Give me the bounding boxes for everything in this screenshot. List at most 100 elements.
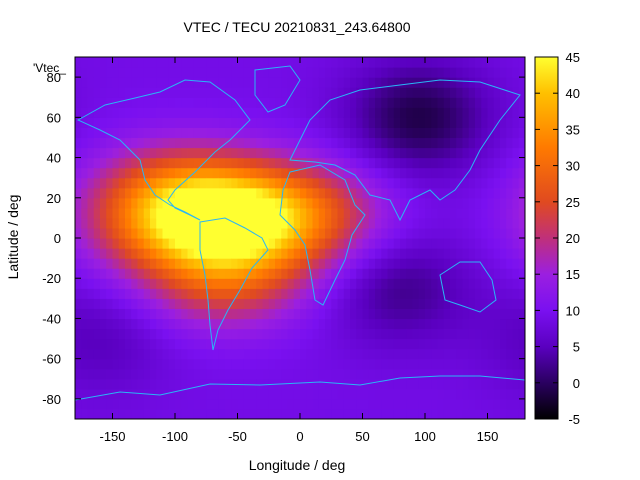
heatmap-cell: [512, 127, 520, 139]
heatmap-cell: [137, 167, 145, 179]
heatmap-cell: [325, 57, 332, 68]
heatmap-cell: [131, 248, 139, 259]
heatmap-cell: [250, 77, 257, 88]
heatmap-cell: [137, 217, 145, 229]
heatmap-cell: [93, 328, 101, 340]
heatmap-cell: [281, 318, 289, 330]
heatmap-cell: [343, 318, 351, 330]
heatmap-cell: [393, 338, 401, 350]
heatmap-cell: [118, 268, 126, 279]
heatmap-cell: [506, 338, 514, 350]
heatmap-cell: [81, 107, 89, 118]
heatmap-cell: [412, 348, 420, 360]
heatmap-cell: [175, 77, 182, 88]
heatmap-cell: [212, 77, 220, 88]
heatmap-cell: [193, 398, 201, 410]
heatmap-cell: [462, 358, 470, 370]
heatmap-cell: [500, 308, 507, 320]
coastline-north-america: [76, 79, 251, 221]
heatmap-cell: [450, 167, 457, 179]
heatmap-cell: [362, 127, 370, 139]
colorbar-tick-label: 45: [566, 50, 580, 65]
heatmap-cell: [512, 328, 520, 340]
heatmap-cell: [168, 127, 176, 139]
heatmap-cell: [150, 167, 157, 179]
heatmap-cell: [175, 107, 182, 118]
heatmap-cell: [412, 217, 420, 229]
heatmap-cell: [456, 137, 464, 149]
heatmap-cell: [375, 248, 382, 259]
heatmap-cell: [275, 358, 282, 370]
heatmap-cell: [425, 77, 432, 88]
heatmap-cell: [493, 288, 501, 299]
heatmap-cell: [250, 238, 257, 249]
heatmap-cell: [306, 338, 314, 350]
heatmap-cell: [431, 378, 439, 390]
heatmap-cell: [225, 358, 232, 370]
heatmap-cell: [331, 368, 339, 380]
heatmap-cell: [187, 227, 195, 239]
heatmap-cell: [312, 278, 320, 289]
heatmap-cell: [456, 328, 464, 340]
heatmap-cell: [512, 338, 520, 350]
heatmap-cell: [237, 258, 245, 269]
heatmap-cell: [237, 57, 245, 68]
heatmap-cell: [187, 97, 195, 108]
heatmap-cell: [312, 97, 320, 108]
coastline-africa: [279, 164, 366, 306]
heatmap-cell: [518, 87, 525, 98]
heatmap-cell: [443, 177, 451, 189]
heatmap-cell: [87, 147, 95, 159]
heatmap-cell: [162, 238, 170, 249]
heatmap-cell: [412, 318, 420, 330]
heatmap-cell: [168, 238, 176, 249]
heatmap-cell: [506, 217, 514, 229]
heatmap-cell: [487, 368, 495, 380]
heatmap-cell: [87, 368, 95, 380]
heatmap-cell: [312, 358, 320, 370]
heatmap-cell: [456, 67, 464, 78]
heatmap-cell: [281, 328, 289, 340]
heatmap-cell: [137, 358, 145, 370]
heatmap-cell: [187, 308, 195, 320]
heatmap-cell: [256, 127, 264, 139]
heatmap-cell: [350, 147, 357, 159]
heatmap-cell: [206, 207, 214, 219]
heatmap-cell: [331, 147, 339, 159]
x-tick-label: 50: [355, 429, 369, 444]
heatmap-cell: [468, 368, 476, 380]
heatmap-cell: [393, 328, 401, 340]
heatmap-cell: [450, 258, 457, 269]
heatmap-cell: [425, 117, 432, 128]
heatmap-cell: [393, 398, 401, 410]
heatmap-cell: [256, 177, 264, 189]
heatmap-cell: [256, 107, 264, 118]
heatmap-cell: [81, 268, 89, 279]
heatmap-cell: [300, 117, 307, 128]
heatmap-cell: [506, 238, 514, 249]
heatmap-cell: [112, 77, 120, 88]
heatmap-cell: [93, 348, 101, 360]
heatmap-cell: [243, 57, 251, 68]
heatmap-cell: [181, 197, 189, 209]
heatmap-cell: [237, 87, 245, 98]
heatmap-cell: [175, 207, 182, 219]
heatmap-cell: [300, 137, 307, 149]
heatmap-cell: [143, 147, 151, 159]
heatmap-cell: [337, 197, 345, 209]
heatmap-cell: [212, 288, 220, 299]
heatmap-cell: [93, 77, 101, 88]
heatmap-cell: [443, 408, 451, 419]
heatmap-cell: [375, 97, 382, 108]
heatmap-cell: [412, 137, 420, 149]
heatmap-cell: [325, 157, 332, 169]
heatmap-cell: [181, 207, 189, 219]
heatmap-cell: [281, 278, 289, 289]
heatmap-cell: [131, 127, 139, 139]
heatmap-cell: [143, 248, 151, 259]
heatmap-cell: [112, 298, 120, 309]
heatmap-cell: [393, 238, 401, 249]
heatmap-cell: [187, 328, 195, 340]
heatmap-cell: [518, 268, 525, 279]
heatmap-cell: [93, 338, 101, 350]
